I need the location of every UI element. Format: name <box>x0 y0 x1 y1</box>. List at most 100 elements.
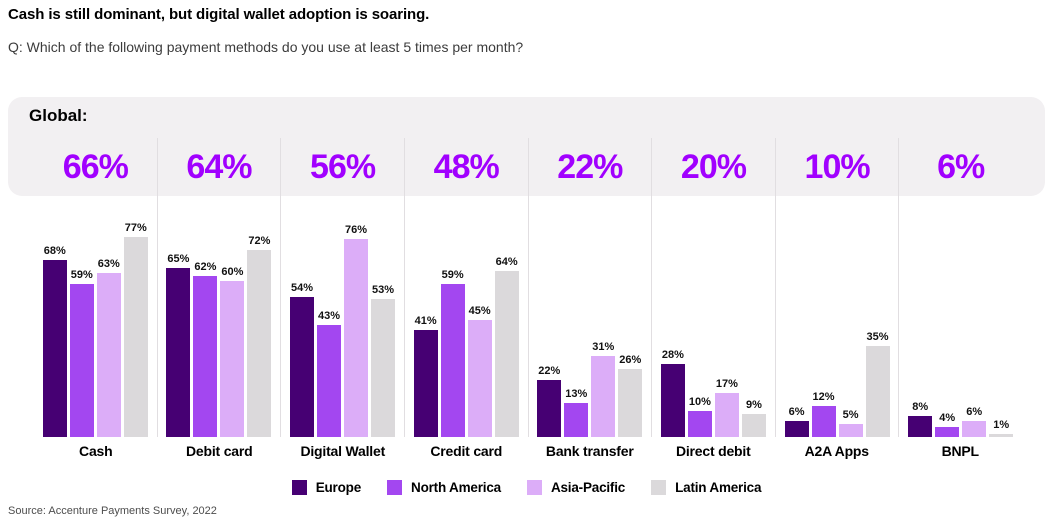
bar-value-label: 17% <box>715 377 738 390</box>
legend-swatch-icon <box>651 480 667 495</box>
legend-label: North America <box>411 480 501 495</box>
bar-rect <box>537 379 562 437</box>
bar-rect <box>784 421 809 437</box>
category-label-bnpl: BNPL <box>941 443 980 459</box>
legend-label: Latin America <box>675 480 762 495</box>
bar-rect <box>467 320 492 437</box>
legend-label: Europe <box>315 480 362 495</box>
bar-value-label: 26% <box>619 354 642 367</box>
bar-value-label: 35% <box>866 331 889 343</box>
bar-value-label: 54% <box>291 281 314 294</box>
bar-rect <box>564 403 589 437</box>
bar-value-label: 77% <box>124 221 147 234</box>
bar-bank-transfer-latin-america: 26% <box>618 354 643 437</box>
bar-a2a-apps-asia-pacific: 5% <box>838 409 863 437</box>
bar-rect <box>618 369 643 437</box>
bar-rect <box>962 421 987 437</box>
bar-rect <box>440 283 465 437</box>
bar-a2a-apps-europe: 6% <box>784 406 809 437</box>
global-percent-a2a-apps: 10% <box>804 147 871 186</box>
bar-rect <box>741 413 766 437</box>
bar-value-label: 22% <box>538 364 561 377</box>
bar-value-label: 53% <box>372 284 395 297</box>
legend-item-asia-pacific: Asia-Pacific <box>526 480 626 495</box>
category-labels-row: Cash Debit card Digital Wallet Credit card B… <box>34 443 1022 459</box>
bar-group-bank-transfer: 22% 13% 31% 26% <box>529 196 652 437</box>
bar-bank-transfer-north-america: 13% <box>564 388 589 437</box>
bar-rect <box>865 346 890 437</box>
bar-direct-debit-asia-pacific: 17% <box>714 377 739 437</box>
bar-rect <box>193 275 218 437</box>
bar-value-label: 10% <box>688 396 711 408</box>
bar-digital-wallet-north-america: 43% <box>317 310 342 437</box>
bar-value-label: 60% <box>221 266 244 278</box>
bar-rect <box>220 281 245 437</box>
bar-rect <box>166 268 191 437</box>
global-percent-direct-debit: 20% <box>680 147 747 186</box>
category-label-credit-card: Credit card <box>430 443 503 459</box>
bar-value-label: 12% <box>812 390 835 403</box>
bar-rect <box>989 434 1014 437</box>
bar-group-direct-debit: 28% 10% 17% 9% <box>652 196 775 437</box>
bar-value-label: 8% <box>912 401 929 414</box>
bar-rect <box>660 364 685 437</box>
bar-bnpl-europe: 8% <box>908 401 933 437</box>
bar-cash-latin-america: 77% <box>123 221 148 437</box>
bar-value-label: 9% <box>745 398 762 411</box>
bar-rect <box>591 356 616 437</box>
bar-value-label: 5% <box>842 409 859 421</box>
category-column-debit-card: 64% 65% 62% 60% 72% <box>158 138 282 437</box>
global-percent-bank-transfer: 22% <box>557 147 623 186</box>
bar-bnpl-north-america: 4% <box>935 412 960 437</box>
bar-digital-wallet-asia-pacific: 76% <box>344 224 369 437</box>
category-label-direct-debit: Direct debit <box>675 443 751 459</box>
category-column-bnpl: 6% 8% 4% 6% 1% <box>899 138 1022 437</box>
bar-group-bnpl: 8% 4% 6% 1% <box>899 196 1022 437</box>
category-label-a2a-apps: A2A Apps <box>804 443 869 459</box>
figure-title: Cash is still dominant, but digital wall… <box>8 6 430 23</box>
legend-swatch-icon <box>387 480 403 495</box>
bar-group-credit-card: 41% 59% 45% 64% <box>405 196 528 437</box>
legend-item-latin-america: Latin America <box>651 480 761 495</box>
bar-value-label: 65% <box>167 253 190 265</box>
global-percent-credit-card: 48% <box>433 147 500 186</box>
bar-rect <box>714 392 739 437</box>
bar-credit-card-asia-pacific: 45% <box>467 305 492 437</box>
bar-debit-card-europe: 65% <box>166 253 191 437</box>
bar-rect <box>344 239 369 437</box>
bar-cash-north-america: 59% <box>69 269 94 437</box>
bar-a2a-apps-latin-america: 35% <box>865 331 890 437</box>
global-panel-background <box>8 97 1045 196</box>
bar-value-label: 1% <box>993 419 1010 432</box>
legend-item-north-america: North America <box>387 480 501 495</box>
bar-value-label: 6% <box>966 406 983 419</box>
bar-value-label: 68% <box>43 245 66 258</box>
bar-credit-card-north-america: 59% <box>440 269 465 437</box>
global-percent-cash: 66% <box>62 147 129 186</box>
bar-value-label: 45% <box>468 305 491 317</box>
bar-group-digital-wallet: 54% 43% 76% 53% <box>281 196 404 437</box>
bar-value-label: 64% <box>495 255 518 268</box>
bar-rect <box>413 330 438 437</box>
legend-label: Asia-Pacific <box>550 480 626 495</box>
bar-rect <box>935 426 960 437</box>
legend-item-europe: Europe <box>291 480 362 495</box>
bar-value-label: 72% <box>248 234 271 247</box>
category-column-digital-wallet: 56% 54% 43% 76% 53% <box>281 138 405 437</box>
category-column-a2a-apps: 10% 6% 12% 5% 35% <box>776 138 900 437</box>
category-label-cash: Cash <box>79 443 113 459</box>
bar-cash-europe: 68% <box>42 245 67 437</box>
global-percent-digital-wallet: 56% <box>310 147 376 186</box>
category-label-digital-wallet: Digital Wallet <box>300 443 386 459</box>
bar-rect <box>42 260 67 437</box>
bar-rect <box>69 283 94 437</box>
bar-bank-transfer-europe: 22% <box>537 364 562 437</box>
bar-rect <box>687 411 712 437</box>
legend-swatch-icon <box>291 480 307 495</box>
bar-digital-wallet-latin-america: 53% <box>371 284 396 437</box>
bar-credit-card-europe: 41% <box>413 315 438 437</box>
bar-direct-debit-latin-america: 9% <box>741 398 766 437</box>
category-column-credit-card: 48% 41% 59% 45% 64% <box>405 138 529 437</box>
bar-credit-card-latin-america: 64% <box>494 255 519 437</box>
